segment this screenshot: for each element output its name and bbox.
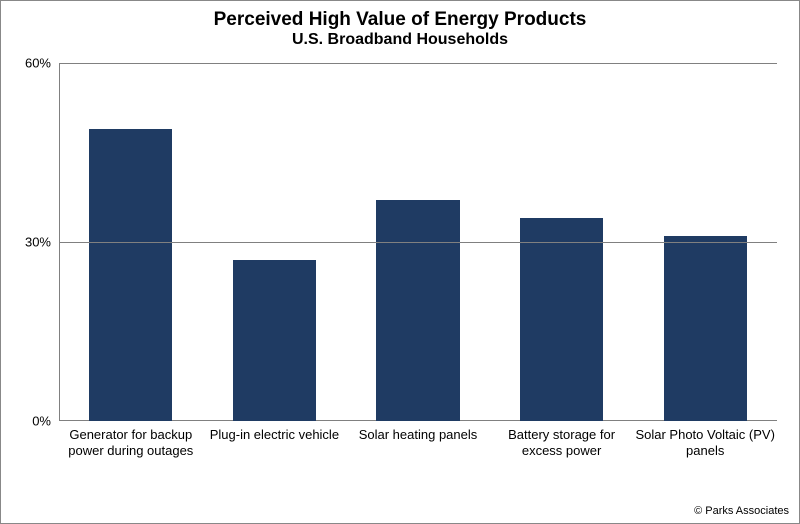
attribution: © Parks Associates — [694, 505, 789, 517]
y-tick-label: 30% — [25, 235, 59, 250]
x-tick-label: Generator for backup power during outage… — [59, 421, 203, 458]
bar — [233, 260, 316, 421]
x-tick-label: Solar heating panels — [346, 421, 490, 443]
bar — [376, 200, 459, 421]
x-tick-label: Battery storage for excess power — [490, 421, 634, 458]
chart-subtitle: U.S. Broadband Households — [1, 31, 799, 49]
bar — [89, 129, 172, 421]
y-tick-label: 60% — [25, 56, 59, 71]
grid-line — [59, 242, 777, 243]
y-tick-label: 0% — [32, 414, 59, 429]
x-tick-label: Plug-in electric vehicle — [203, 421, 347, 443]
chart-container: Perceived High Value of Energy Products … — [0, 0, 800, 524]
chart-title: Perceived High Value of Energy Products — [1, 9, 799, 31]
chart-header: Perceived High Value of Energy Products … — [1, 1, 799, 49]
grid-line — [59, 63, 777, 64]
x-tick-label: Solar Photo Voltaic (PV) panels — [633, 421, 777, 458]
bar — [520, 218, 603, 421]
plot-area: 0%30%60%Generator for backup power durin… — [59, 63, 777, 421]
bar — [664, 236, 747, 421]
